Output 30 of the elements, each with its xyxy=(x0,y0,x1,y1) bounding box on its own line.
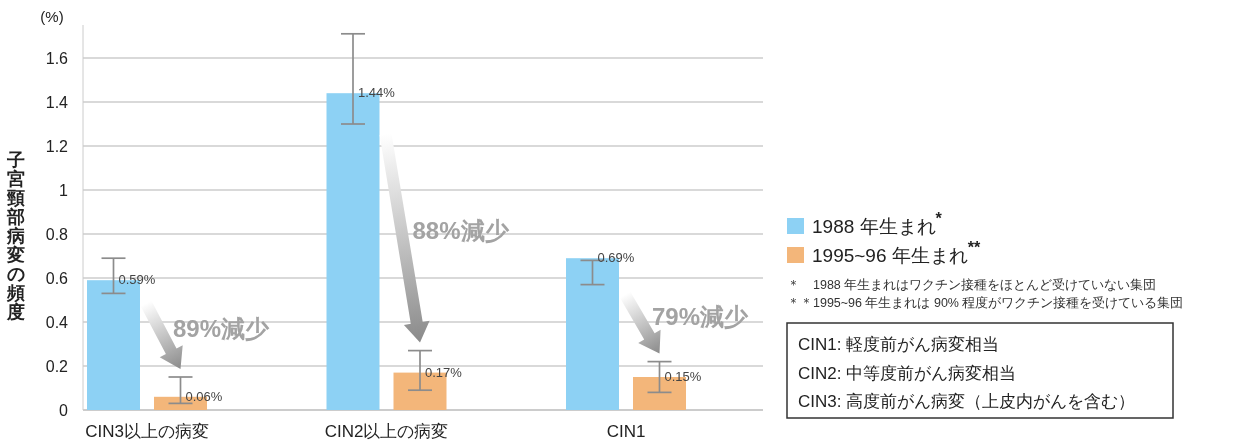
y-tick-label: 0.4 xyxy=(45,313,69,331)
x-tick-label: CIN2以上の病変 xyxy=(324,422,449,441)
legend-label: 1995~96 年生まれ$^{**}$ xyxy=(812,238,982,266)
y-tick-label: 1.6 xyxy=(45,49,69,67)
x-tick-label: CIN1 xyxy=(606,422,646,441)
annotation: 89%減少 xyxy=(173,314,271,342)
y-axis-title: 子宮頸部病変の頻度 xyxy=(7,150,25,322)
data-label: 0.69% xyxy=(597,250,635,266)
text: CIN1: 軽度前がん病変相当 xyxy=(798,335,1000,354)
data-label: 0.15% xyxy=(664,369,702,384)
annotation: 79%減少 xyxy=(652,302,750,330)
text: CIN3: 高度前がん病変（上皮内がんを含む） xyxy=(798,392,1136,411)
y-tick-label: 0.6 xyxy=(45,269,69,287)
text: ＊ 1988 年生まれはワクチン接種をほとんど受けていない集団 xyxy=(787,278,1157,292)
x-tick-label: CIN3以上の病変 xyxy=(85,422,209,441)
text: (%) xyxy=(40,8,64,25)
y-tick-label: 1 xyxy=(59,181,69,199)
y-tick-label: 0 xyxy=(59,401,69,419)
y-tick-label: 1.4 xyxy=(45,93,69,111)
data-label: 0.17% xyxy=(425,364,463,380)
legend-label: 1988 年生まれ$^{*}$ xyxy=(812,209,943,237)
data-label: 0.06% xyxy=(185,388,223,404)
data-label: 0.59% xyxy=(118,272,156,288)
text: ＊＊1995~96 年生まれは 90% 程度がワクチン接種を受けている集団 xyxy=(787,294,1184,310)
y-tick-label: 1.2 xyxy=(45,137,69,155)
y-tick-label: 0.8 xyxy=(45,225,69,243)
annotation: 88%減少 xyxy=(412,216,510,244)
y-tick-label: 0.2 xyxy=(45,357,69,375)
text: CIN2: 中等度前がん病変相当 xyxy=(798,363,1017,383)
data-label: 1.44% xyxy=(358,85,396,101)
